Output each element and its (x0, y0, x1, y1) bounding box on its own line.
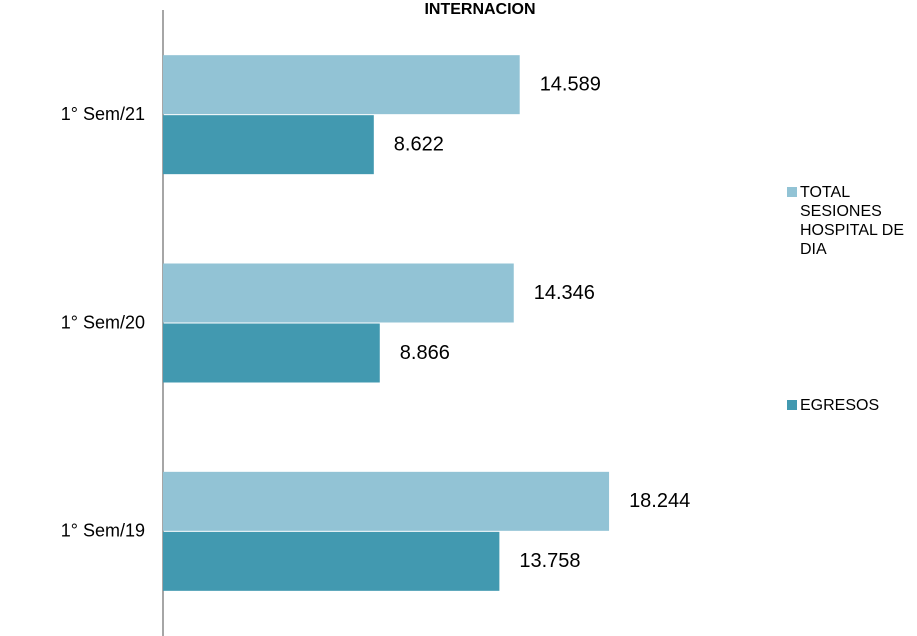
bar (163, 531, 500, 591)
bar (163, 55, 520, 115)
value-label: 14.346 (534, 282, 595, 304)
y-tick-label: 1° Sem/21 (61, 104, 145, 124)
legend-item: TOTAL SESIONES HOSPITAL DE DIA (787, 183, 915, 259)
value-label: 8.622 (394, 133, 444, 155)
value-label: 14.589 (540, 73, 601, 95)
bar (163, 115, 374, 175)
legend-swatch (787, 187, 797, 197)
value-label: 8.866 (400, 342, 450, 364)
legend-swatch (787, 400, 797, 410)
bar (163, 263, 514, 323)
chart-title: INTERNACION (424, 1, 535, 18)
bar (163, 471, 610, 531)
y-tick-label: 1° Sem/20 (61, 312, 145, 332)
value-label: 18.244 (629, 490, 690, 512)
value-label: 13.758 (519, 550, 580, 572)
legend-label: TOTAL SESIONES HOSPITAL DE DIA (800, 184, 905, 258)
legend-item: EGRESOS (787, 396, 915, 415)
legend-label: EGRESOS (800, 397, 880, 414)
bar (163, 323, 380, 383)
y-tick-label: 1° Sem/19 (61, 521, 145, 541)
